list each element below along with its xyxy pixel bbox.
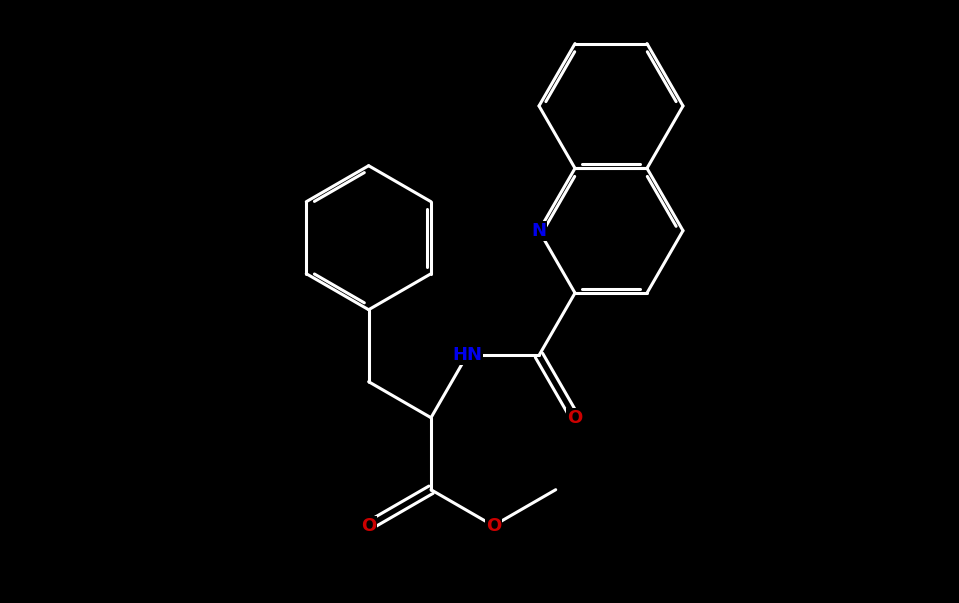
Text: O: O bbox=[361, 517, 376, 535]
Text: O: O bbox=[568, 409, 583, 427]
Text: HN: HN bbox=[452, 346, 482, 364]
Text: O: O bbox=[485, 517, 501, 535]
Text: N: N bbox=[531, 222, 547, 239]
